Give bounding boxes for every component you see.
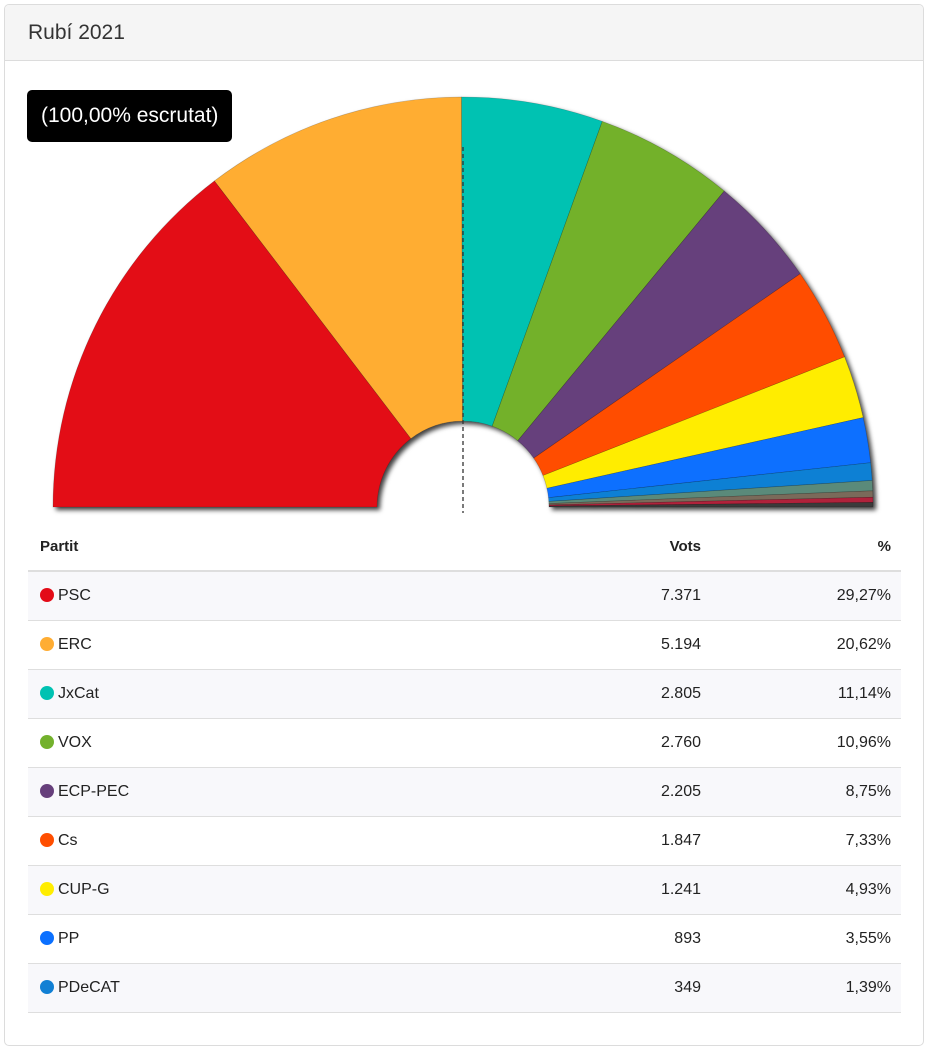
votes-cell: 1.847 bbox=[511, 816, 711, 866]
hemicycle-chart bbox=[52, 96, 874, 513]
party-name: VOX bbox=[58, 734, 92, 751]
table-row: PP 893 3,55% bbox=[28, 914, 901, 964]
table-header-row: Partit Vots % bbox=[28, 522, 901, 572]
page-title: Rubí 2021 bbox=[28, 20, 125, 44]
party-cell: JxCat bbox=[28, 669, 511, 719]
votes-cell: 2.760 bbox=[511, 718, 711, 768]
table-row: ERC 5.194 20,62% bbox=[28, 620, 901, 670]
party-cell: ERC bbox=[28, 620, 511, 670]
party-cell: VOX bbox=[28, 718, 511, 768]
slice-psc bbox=[52, 180, 412, 508]
party-name: ERC bbox=[58, 636, 92, 653]
pct-cell: 11,14% bbox=[711, 669, 901, 719]
party-color-dot-icon bbox=[40, 784, 54, 798]
party-name: PSC bbox=[58, 587, 91, 604]
slice-minor-3 bbox=[548, 502, 874, 508]
table-row: JxCat 2.805 11,14% bbox=[28, 669, 901, 719]
slice-erc bbox=[214, 96, 464, 440]
slice-vox bbox=[491, 120, 725, 442]
party-color-dot-icon bbox=[40, 882, 54, 896]
party-color-dot-icon bbox=[40, 686, 54, 700]
table-row: ECP-PEC 2.205 8,75% bbox=[28, 767, 901, 817]
votes-cell: 1.241 bbox=[511, 865, 711, 915]
party-name: JxCat bbox=[58, 685, 99, 702]
table-row: PSC 7.371 29,27% bbox=[28, 571, 901, 621]
scrutiny-badge: (100,00% escrutat) bbox=[27, 90, 233, 142]
col-votes-header: Vots bbox=[511, 522, 711, 572]
party-color-dot-icon bbox=[40, 588, 54, 602]
party-name: Cs bbox=[58, 832, 78, 849]
votes-cell: 893 bbox=[511, 914, 711, 964]
votes-cell: 5.194 bbox=[511, 620, 711, 670]
col-party-header: Partit bbox=[28, 522, 511, 572]
col-pct-header: % bbox=[711, 522, 901, 572]
table-row: Cs 1.847 7,33% bbox=[28, 816, 901, 866]
pct-cell: 8,75% bbox=[711, 767, 901, 817]
pct-cell: 7,33% bbox=[711, 816, 901, 866]
votes-cell: 7.371 bbox=[511, 571, 711, 621]
slice-jxcat bbox=[461, 96, 603, 427]
party-cell: PDeCAT bbox=[28, 963, 511, 1013]
pct-cell: 3,55% bbox=[711, 914, 901, 964]
party-cell: PSC bbox=[28, 571, 511, 621]
party-color-dot-icon bbox=[40, 833, 54, 847]
table-row: PDeCAT 349 1,39% bbox=[28, 963, 901, 1013]
table-row: VOX 2.760 10,96% bbox=[28, 718, 901, 768]
pct-cell: 10,96% bbox=[711, 718, 901, 768]
party-color-dot-icon bbox=[40, 980, 54, 994]
party-cell: Cs bbox=[28, 816, 511, 866]
votes-cell: 349 bbox=[511, 963, 711, 1013]
pct-cell: 20,62% bbox=[711, 620, 901, 670]
results-card: Rubí 2021 (100,00% escrutat) Partit Vots… bbox=[4, 4, 924, 1046]
party-name: ECP-PEC bbox=[58, 783, 130, 800]
party-cell: CUP-G bbox=[28, 865, 511, 915]
party-color-dot-icon bbox=[40, 931, 54, 945]
party-name: CUP-G bbox=[58, 881, 110, 898]
party-cell: ECP-PEC bbox=[28, 767, 511, 817]
votes-cell: 2.805 bbox=[511, 669, 711, 719]
table-row: CUP-G 1.241 4,93% bbox=[28, 865, 901, 915]
party-name: PP bbox=[58, 930, 80, 947]
party-name: PDeCAT bbox=[58, 979, 120, 996]
party-color-dot-icon bbox=[40, 637, 54, 651]
party-cell: PP bbox=[28, 914, 511, 964]
pct-cell: 29,27% bbox=[711, 571, 901, 621]
votes-cell: 2.205 bbox=[511, 767, 711, 817]
pct-cell: 4,93% bbox=[711, 865, 901, 915]
chart-area: (100,00% escrutat) bbox=[5, 61, 923, 521]
party-color-dot-icon bbox=[40, 735, 54, 749]
pct-cell: 1,39% bbox=[711, 963, 901, 1013]
card-header: Rubí 2021 bbox=[5, 5, 923, 61]
results-table: Partit Vots % PSC 7.371 29,27% ERC 5.194 20,6… bbox=[28, 522, 901, 1013]
